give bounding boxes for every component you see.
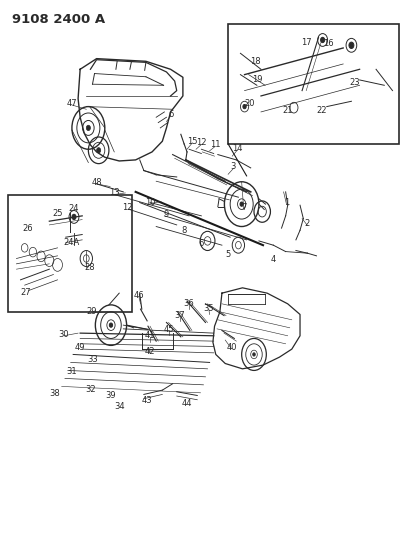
Text: 16: 16 [323,39,334,48]
Text: 44: 44 [182,399,192,408]
Text: 25: 25 [52,209,63,217]
Text: 28: 28 [84,263,95,272]
Text: 21: 21 [282,106,293,115]
Text: 26: 26 [23,224,33,232]
Circle shape [349,42,354,49]
Text: 32: 32 [85,385,96,393]
Text: 20: 20 [244,100,255,108]
Text: 3: 3 [231,163,236,171]
Text: 27: 27 [21,288,31,296]
Text: 34: 34 [115,402,125,410]
Text: 48: 48 [91,178,102,187]
Text: 45: 45 [163,325,174,334]
Text: 24A: 24A [64,238,80,247]
Text: 31: 31 [67,367,77,376]
Text: 49: 49 [75,343,85,352]
Text: 23: 23 [349,78,360,87]
Text: 9: 9 [164,211,169,219]
Text: 12: 12 [122,204,133,212]
Text: 13: 13 [109,189,120,197]
Text: 30: 30 [58,330,69,339]
Text: 33: 33 [87,355,98,364]
Text: 35: 35 [203,304,214,312]
Circle shape [109,323,113,327]
Text: 18: 18 [250,57,261,66]
Text: 47: 47 [67,100,77,108]
Text: 37: 37 [175,311,185,320]
Circle shape [243,104,246,109]
Text: 43: 43 [142,397,152,405]
Circle shape [240,202,243,206]
Text: 38: 38 [49,389,60,398]
Text: 8: 8 [181,226,187,235]
Text: 2: 2 [305,220,310,228]
Text: 17: 17 [301,38,312,47]
Text: 19: 19 [252,76,262,84]
Text: 42: 42 [145,348,155,356]
Circle shape [86,125,90,131]
Text: 10: 10 [145,198,155,207]
Text: 12: 12 [196,139,207,147]
Text: 29: 29 [86,308,97,316]
Text: 24: 24 [68,205,79,213]
Text: 7: 7 [241,204,247,212]
Text: 40: 40 [226,343,237,352]
Text: 6: 6 [199,239,204,248]
Text: 5: 5 [226,251,231,259]
Circle shape [321,37,325,43]
Text: 4: 4 [271,255,276,264]
Text: 36: 36 [184,300,194,308]
Text: 6: 6 [168,110,173,119]
Text: 22: 22 [316,106,327,115]
Text: 1: 1 [284,198,289,207]
Circle shape [72,214,76,220]
Circle shape [253,353,255,356]
Text: 14: 14 [232,144,243,152]
Text: 41: 41 [145,332,155,340]
Text: 9108 2400 A: 9108 2400 A [12,13,106,26]
Circle shape [97,148,101,153]
Text: 39: 39 [105,391,115,400]
Bar [228,24,399,144]
Text: 11: 11 [210,141,220,149]
Text: 15: 15 [187,137,198,146]
Text: 46: 46 [134,292,144,300]
Bar [8,195,132,312]
